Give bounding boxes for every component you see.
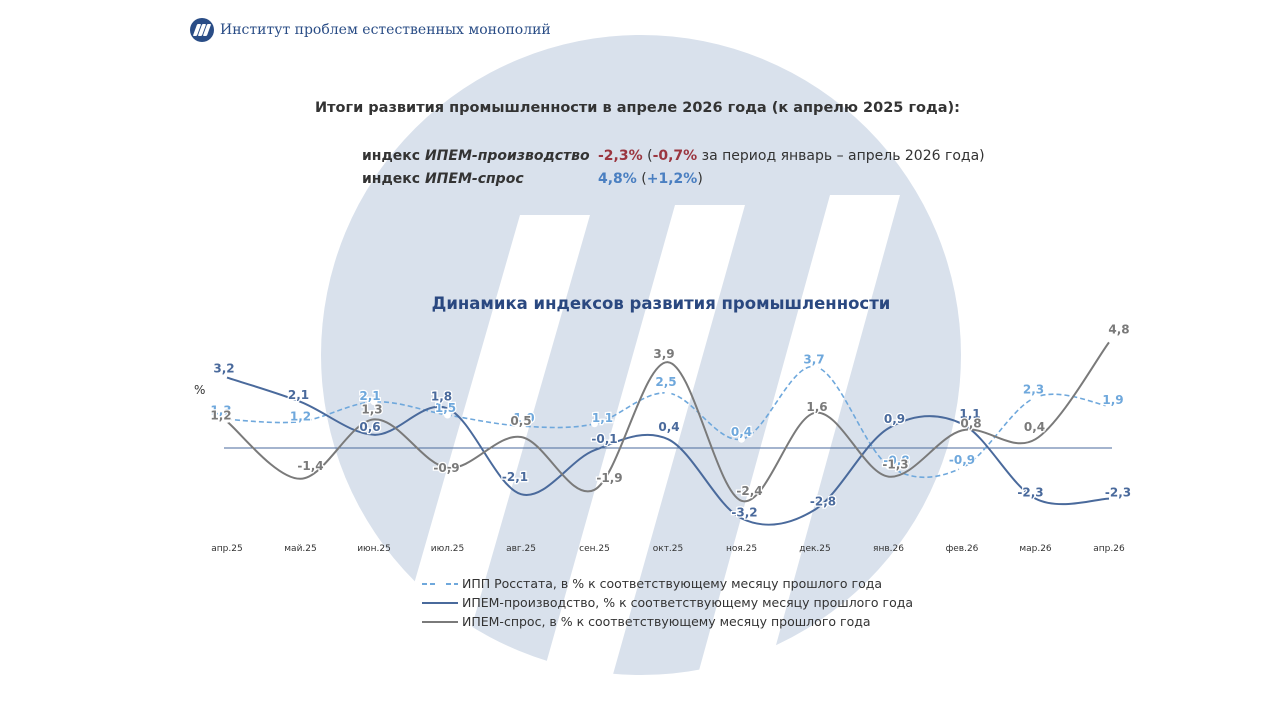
rosstat-point xyxy=(297,418,304,426)
data-label: -1,4 xyxy=(297,459,323,473)
data-label: -2,3 xyxy=(1105,486,1131,500)
x-tick-label: июл.25 xyxy=(431,544,465,554)
rosstat-point xyxy=(958,464,966,472)
data-label: -2,8 xyxy=(810,495,836,509)
legend-label: ИПЕМ-спрос, в % к соответствующему месяц… xyxy=(462,614,871,629)
row-index-name: ИПЕМ-производство xyxy=(424,148,590,164)
data-label: 3,7 xyxy=(803,353,824,367)
rosstat-point xyxy=(1105,402,1113,410)
x-tick-label: сен.25 xyxy=(579,544,610,554)
row-prefix: индекс xyxy=(362,171,425,187)
x-tick-label: июн.25 xyxy=(357,544,391,554)
data-label: 1,6 xyxy=(806,400,827,414)
legend-label: ИПП Росстата, в % к соответствующему мес… xyxy=(462,576,883,591)
rosstat-point xyxy=(444,411,451,419)
data-label: 1,1 xyxy=(959,407,980,421)
data-label: -0,9 xyxy=(433,461,459,475)
data-label: 0,8 xyxy=(960,416,981,430)
header: Институт проблем естественных монополий xyxy=(190,18,551,42)
data-label: 2,1 xyxy=(359,389,380,403)
institute-logo-icon xyxy=(190,18,214,42)
rosstat-point xyxy=(591,420,598,428)
row-open-paren: ( xyxy=(636,171,647,187)
data-label: 3,2 xyxy=(213,362,234,376)
x-tick-label: дек.25 xyxy=(799,544,831,554)
summary-title: Итоги развития промышленности в апреле 2… xyxy=(315,100,960,116)
x-tick-label: ноя.25 xyxy=(726,544,757,554)
data-label: 1,3 xyxy=(210,403,231,417)
row-period-value: +1,2% xyxy=(646,171,698,187)
legend-item-production: ИПЕМ-производство, % к соответствующему … xyxy=(422,593,913,612)
rosstat-point xyxy=(370,398,378,406)
row-prefix: индекс xyxy=(362,148,425,164)
data-label: -0,1 xyxy=(591,432,617,446)
legend-item-rosstat: ИПП Росстата, в % к соответствующему мес… xyxy=(422,574,913,593)
x-tick-label: май.25 xyxy=(284,544,316,554)
data-label: 2,1 xyxy=(288,388,309,402)
x-tick-label: апр.25 xyxy=(211,544,242,554)
data-label: 0,4 xyxy=(658,420,679,434)
data-label: 1,2 xyxy=(290,410,311,424)
data-label: 0,9 xyxy=(884,412,905,426)
organization-name: Институт проблем естественных монополий xyxy=(220,22,551,38)
rosstat-point xyxy=(738,435,745,443)
data-label: -0,9 xyxy=(949,453,975,467)
rosstat-point xyxy=(517,422,525,430)
x-tick-label: апр.26 xyxy=(1093,544,1125,554)
row-value: 4,8% xyxy=(598,171,637,187)
legend-swatch-solid xyxy=(422,601,458,604)
chart-title: Динамика индексов развития промышленност… xyxy=(431,294,891,313)
data-label: 1,3 xyxy=(361,402,382,416)
data-label: 0,5 xyxy=(510,414,531,428)
rosstat-point xyxy=(223,415,231,423)
data-label: 0,4 xyxy=(1024,420,1045,434)
data-label: -2,3 xyxy=(1017,486,1043,500)
data-label: -3,2 xyxy=(731,505,757,519)
data-label: 1,9 xyxy=(1102,393,1123,407)
x-tick-label: авг.25 xyxy=(506,544,536,554)
rosstat-point xyxy=(664,389,672,397)
x-tick-label: фев.26 xyxy=(946,544,979,554)
data-label: 4,8 xyxy=(1108,322,1129,336)
rosstat-point xyxy=(1032,393,1039,401)
data-label: 3,9 xyxy=(653,347,674,361)
data-label: 1,0 xyxy=(513,411,534,425)
row-period-text: ) xyxy=(697,171,703,187)
data-label: 0,4 xyxy=(731,425,752,439)
rosstat-point xyxy=(811,363,819,371)
data-label: 1,1 xyxy=(592,411,613,425)
data-label: -1,3 xyxy=(882,458,908,472)
row-index-name: ИПЕМ-спрос xyxy=(424,171,524,187)
data-label: 1,8 xyxy=(431,389,452,403)
data-label: 1,5 xyxy=(435,401,456,415)
data-label: -1,9 xyxy=(596,471,622,485)
x-tick-label: окт.25 xyxy=(653,544,684,554)
legend-swatch-solid xyxy=(422,620,458,623)
row-open-paren: ( xyxy=(642,148,653,164)
row-period-value: -0,7% xyxy=(652,148,698,164)
legend-label: ИПЕМ-производство, % к соответствующему … xyxy=(462,595,914,610)
chart-legend: ИПП Росстата, в % к соответствующему мес… xyxy=(422,574,913,631)
demand-line xyxy=(226,341,1110,503)
x-tick-label: янв.26 xyxy=(873,544,904,554)
data-label: -2,1 xyxy=(502,470,528,484)
data-label: -0,8 xyxy=(883,454,909,468)
rosstat-point xyxy=(885,462,892,470)
row-value: -2,3% xyxy=(598,148,643,164)
data-label: 1,2 xyxy=(210,409,231,423)
row-period-text: за период январь – апрель 2026 года) xyxy=(697,148,985,164)
x-tick-label: мар.26 xyxy=(1019,544,1052,554)
data-label: 2,3 xyxy=(1023,382,1044,396)
data-label: 0,6 xyxy=(359,420,380,434)
legend-item-demand: ИПЕМ-спрос, в % к соответствующему месяц… xyxy=(422,612,913,631)
y-axis-label: % xyxy=(194,383,205,397)
data-label: 2,5 xyxy=(655,375,676,389)
legend-swatch-dashed xyxy=(422,580,458,587)
production-line xyxy=(226,376,1110,526)
data-label: -2,4 xyxy=(736,484,762,498)
